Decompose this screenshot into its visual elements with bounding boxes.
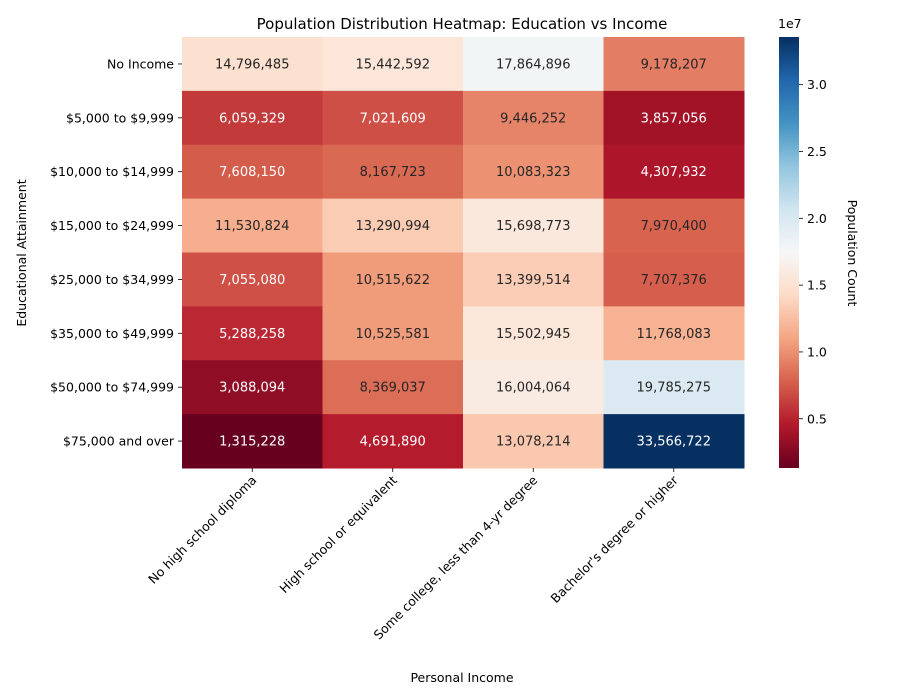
- cell-value-label: 10,525,581: [356, 327, 430, 342]
- colorbar-tick-label: 0.5: [807, 411, 827, 426]
- y-axis-label: Educational Attainment: [14, 179, 29, 326]
- x-tick-label: High school or equivalent: [276, 472, 400, 596]
- heatmap-cell: [182, 198, 323, 253]
- cell-value-label: 7,055,080: [219, 273, 285, 288]
- heatmap-cell: [603, 144, 745, 200]
- heatmap-cell: [322, 90, 464, 146]
- cell-value-label: 7,970,400: [641, 219, 707, 234]
- heatmap-cell: [603, 252, 745, 307]
- cell-value-label: 9,446,252: [500, 111, 566, 126]
- cell-value-label: 15,502,945: [496, 327, 570, 342]
- heatmap-cell: [322, 360, 464, 415]
- cell-value-label: 11,768,083: [637, 327, 711, 342]
- cell-value-label: 8,369,037: [360, 381, 426, 396]
- y-tick-label: $35,000 to $49,999: [50, 326, 174, 341]
- y-tick-labels: No Income $5,000 to $9,999 $10,000 to $14,…: [50, 56, 182, 449]
- y-tick-label: $25,000 to $34,999: [50, 272, 174, 287]
- y-tick-label: No Income: [107, 56, 174, 71]
- x-axis-label: Personal Income: [410, 670, 513, 685]
- heatmap-cell: [463, 144, 604, 200]
- cell-value-label: 14,796,485: [215, 57, 289, 72]
- heatmap-cell: [463, 90, 604, 146]
- cell-value-label: 3,088,094: [219, 381, 285, 396]
- cell-value-label: 8,167,723: [360, 165, 426, 180]
- heatmap-cell: [463, 198, 604, 253]
- cell-value-label: 9,178,207: [641, 57, 707, 72]
- heatmap-cell: [182, 360, 323, 415]
- y-tick-label: $10,000 to $14,999: [50, 164, 174, 179]
- cell-value-label: 1,315,228: [219, 435, 285, 450]
- cell-value-label: 13,399,514: [496, 273, 570, 288]
- heatmap-cell: [603, 360, 745, 415]
- heatmap-cell: [322, 306, 464, 361]
- x-tick-label: Bachelor's degree or higher: [548, 472, 682, 606]
- heatmap-cell: [463, 306, 604, 361]
- cell-value-label: 15,442,592: [356, 57, 430, 72]
- heatmap-cell: [322, 198, 464, 253]
- heatmap-cell: [322, 37, 464, 92]
- cell-value-label: 7,707,376: [641, 273, 707, 288]
- heatmap-cell: [603, 37, 745, 92]
- heatmap-cell: [182, 144, 323, 200]
- heatmap-cell: [182, 306, 323, 361]
- heatmap-cell: [322, 414, 464, 469]
- heatmap-cell: [182, 414, 323, 469]
- cell-value-label: 11,530,824: [215, 219, 289, 234]
- x-tick-label: No high school diploma: [145, 473, 259, 587]
- heatmap-cell: [322, 252, 464, 307]
- heatmap-cell: [463, 414, 604, 469]
- cell-value-label: 4,307,932: [641, 165, 707, 180]
- cell-value-label: 10,083,323: [496, 165, 570, 180]
- heatmap-cells: 14,796,485 15,442,592 17,864,896 9,178,207 6…: [182, 37, 745, 469]
- cell-value-label: 4,691,890: [360, 435, 426, 450]
- y-tick-label: $75,000 and over: [63, 434, 175, 449]
- heatmap-cell: [182, 37, 323, 92]
- cell-value-label: 3,857,056: [641, 111, 707, 126]
- heatmap-cell: [463, 360, 604, 415]
- cell-value-label: 15,698,773: [496, 219, 570, 234]
- x-tick-labels: No high school diploma High school or equ…: [145, 468, 681, 642]
- colorbar-label: Population Count: [845, 200, 860, 307]
- colorbar: [779, 37, 799, 468]
- chart-title: Population Distribution Heatmap: Educati…: [257, 15, 668, 33]
- colorbar-multiplier: 1e7: [778, 16, 802, 31]
- cell-value-label: 10,515,622: [356, 273, 430, 288]
- heatmap-cell: [322, 144, 464, 200]
- heatmap-cell: [463, 252, 604, 307]
- heatmap-cell: [182, 90, 323, 146]
- cell-value-label: 6,059,329: [219, 111, 285, 126]
- y-tick-label: $5,000 to $9,999: [66, 110, 174, 125]
- cell-value-label: 17,864,896: [496, 57, 570, 72]
- heatmap-cell: [182, 252, 323, 307]
- x-tick-label: Some college, less than 4-yr degree: [370, 472, 540, 642]
- heatmap-cell: [463, 37, 604, 92]
- colorbar-tick-label: 2.0: [807, 211, 827, 226]
- cell-value-label: 33,566,722: [637, 435, 711, 450]
- cell-value-label: 5,288,258: [219, 327, 285, 342]
- y-tick-label: $15,000 to $24,999: [50, 218, 174, 233]
- cell-value-label: 7,608,150: [219, 165, 285, 180]
- heatmap-cell: [603, 306, 745, 361]
- colorbar-tick-label: 2.5: [807, 144, 827, 159]
- heatmap-cell: [603, 414, 745, 469]
- heatmap-cell: [603, 198, 745, 253]
- heatmap-cell: [603, 90, 745, 146]
- colorbar-ticks: 0.5 1.0 1.5 2.0 2.5 3.0: [799, 77, 827, 426]
- cell-value-label: 7,021,609: [360, 111, 426, 126]
- y-tick-label: $50,000 to $74,999: [50, 380, 174, 395]
- cell-value-label: 13,078,214: [496, 435, 570, 450]
- colorbar-tick-label: 1.0: [807, 344, 827, 359]
- cell-value-label: 16,004,064: [496, 381, 570, 396]
- colorbar-tick-label: 3.0: [807, 77, 827, 92]
- cell-value-label: 13,290,994: [356, 219, 430, 234]
- colorbar-tick-label: 1.5: [807, 278, 827, 293]
- cell-value-label: 19,785,275: [637, 381, 711, 396]
